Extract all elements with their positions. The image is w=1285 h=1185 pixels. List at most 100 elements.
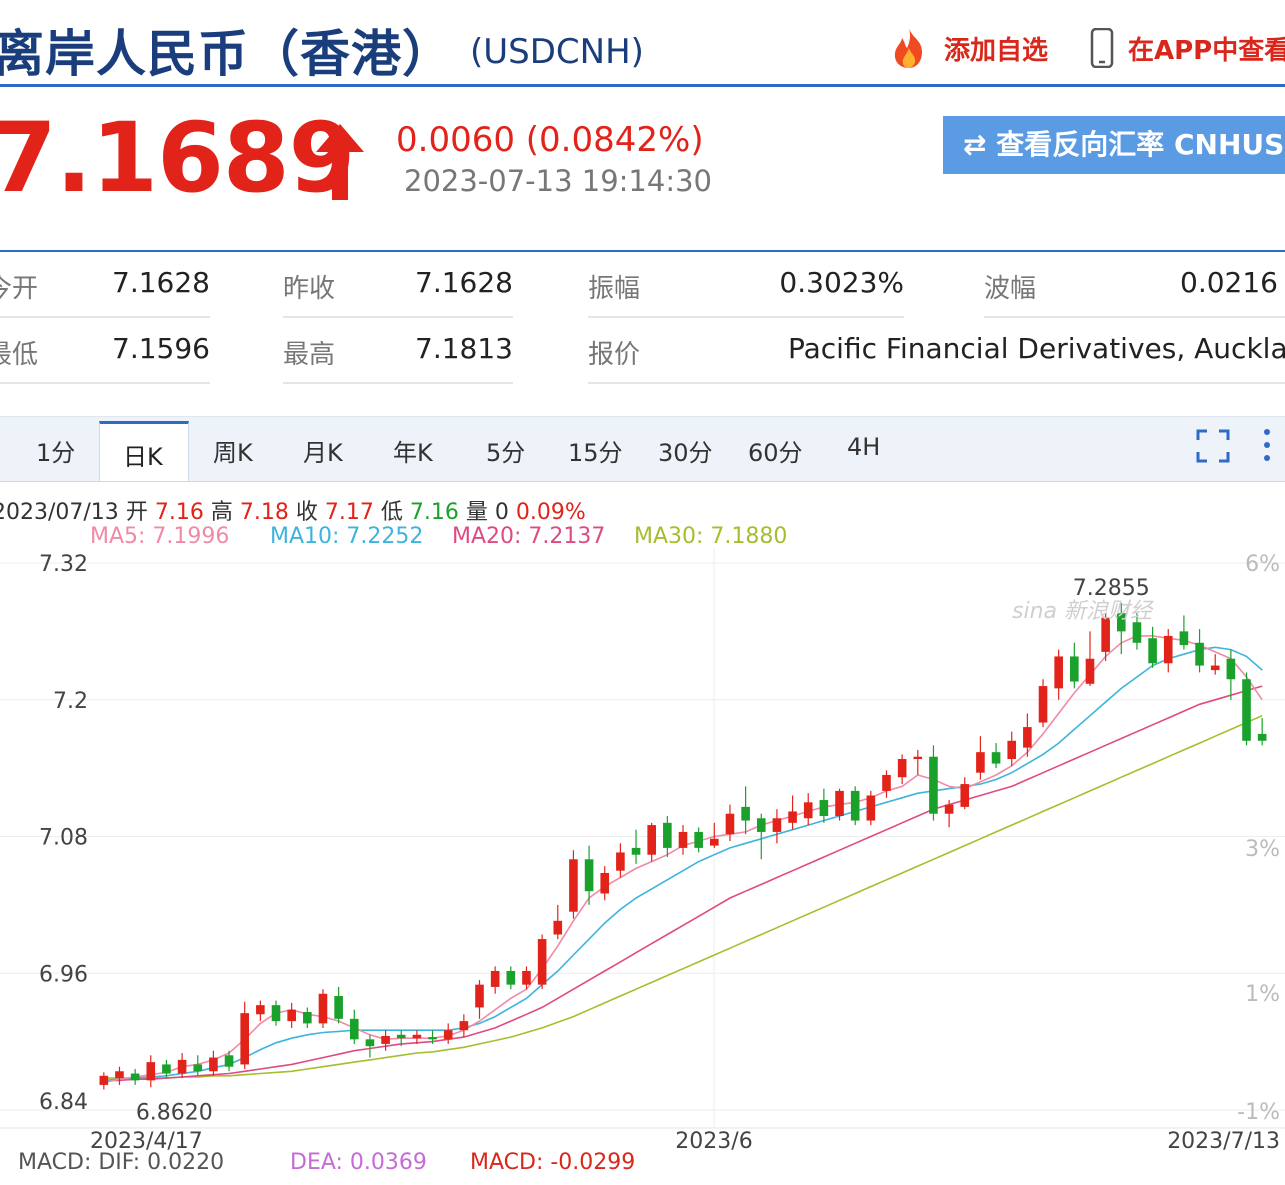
- arrow-up-icon: [316, 124, 364, 200]
- tab-30min[interactable]: 30分: [658, 439, 713, 467]
- candle-up: [553, 920, 563, 935]
- ohlc-high: 7.18: [239, 500, 289, 525]
- tab-5min[interactable]: 5分: [486, 439, 526, 467]
- candle-up: [1101, 617, 1110, 652]
- macd-dif: MACD: DIF: 0.0220: [18, 1150, 225, 1175]
- tab-15min[interactable]: 15分: [568, 439, 623, 467]
- candle-up: [1054, 656, 1063, 689]
- candle-up: [866, 795, 876, 821]
- ma30-line: [103, 714, 1263, 1079]
- candle-up: [256, 1005, 265, 1015]
- ma20-line: [103, 685, 1263, 1082]
- candle-up: [1023, 727, 1032, 748]
- price-divider: [0, 250, 1285, 252]
- x-tick-label: 2023/7/13: [1167, 1129, 1280, 1154]
- candle-down: [193, 1064, 203, 1072]
- candle-down: [1070, 656, 1079, 682]
- phone-icon: [1090, 28, 1114, 68]
- candle-up: [537, 939, 547, 985]
- candle-down: [1132, 622, 1142, 643]
- sina-watermark: sina 新浪财经: [1012, 599, 1154, 624]
- candle-down: [663, 822, 672, 848]
- y-tick-label: 6.84: [39, 1090, 88, 1115]
- tab-yearly[interactable]: 年K: [393, 439, 433, 467]
- y-axis-labels: 7.32 7.2 7.08 6.96 6.84 6% 3% 1% -1%: [39, 552, 1280, 1125]
- candle-up: [459, 1021, 469, 1031]
- macd-value: MACD: -0.0299: [470, 1150, 636, 1175]
- candle-down: [694, 831, 703, 848]
- candle-down: [396, 1034, 406, 1039]
- stat-divider: [588, 382, 1285, 384]
- wave-label: 波幅: [984, 274, 1037, 304]
- candle-up: [913, 756, 923, 760]
- y-right-tick-label: -1%: [1237, 1100, 1280, 1125]
- tab-daily-label: 日K: [123, 443, 163, 471]
- candle-up: [412, 1034, 422, 1039]
- reverse-rate-button[interactable]: ⇄ 查看反向汇率 CNHUSD: [943, 116, 1285, 174]
- open-value: 7.1628: [112, 266, 210, 299]
- ohlc-volume-label: 量: [465, 500, 488, 525]
- open-label: 今开: [0, 274, 39, 304]
- candlestick-chart[interactable]: 7.32 7.2 7.08 6.96 6.84 6% 3% 1% -1% 7.2855 6.862…: [0, 548, 1285, 1185]
- candle-up: [647, 825, 656, 855]
- candle-up: [381, 1035, 390, 1044]
- candle-down: [130, 1073, 140, 1081]
- candle-up: [1007, 740, 1017, 760]
- page-title: 离岸人民币（香港）: [0, 25, 453, 83]
- candle-up: [287, 1009, 296, 1022]
- candle-up: [616, 852, 625, 871]
- ohlc-close: 7.17: [324, 500, 374, 525]
- tab-1min[interactable]: 1分: [36, 439, 76, 467]
- fire-icon[interactable]: [888, 26, 930, 70]
- add-favorite-button[interactable]: 添加自选: [944, 36, 1049, 66]
- ohlc-low: 7.16: [409, 500, 459, 525]
- ohlc-high-label: 高: [210, 500, 233, 525]
- y-tick-label: 6.96: [39, 962, 88, 987]
- stat-divider: [0, 382, 210, 384]
- candle-down: [162, 1064, 171, 1074]
- candles: 7.2855 6.8620: [99, 576, 1267, 1125]
- candle-up: [146, 1062, 156, 1081]
- candle-down: [506, 970, 516, 985]
- stat-divider: [588, 316, 904, 318]
- y-tick-label: 7.32: [39, 552, 88, 577]
- candle-down: [631, 847, 641, 855]
- candle-up: [522, 970, 531, 985]
- x-tick-label: 2023/6: [675, 1129, 752, 1154]
- quote-source-label: 报价: [588, 340, 641, 370]
- tab-4h[interactable]: 4H: [847, 433, 881, 461]
- ma10-line: [103, 646, 1263, 1082]
- candle-down: [991, 752, 1001, 764]
- ohlc-change-pct: 0.09%: [515, 500, 586, 525]
- candle-up: [490, 970, 500, 987]
- stat-divider: [283, 382, 513, 384]
- candle-down: [1148, 638, 1157, 664]
- ma5-legend: MA5: 7.1996: [90, 524, 230, 549]
- tab-60min[interactable]: 60分: [748, 439, 803, 467]
- view-in-app-link[interactable]: 在APP中查看: [1128, 36, 1285, 66]
- candle-down: [756, 818, 766, 832]
- ma30-legend: MA30: 7.1880: [634, 524, 788, 549]
- stat-divider: [0, 316, 210, 318]
- amplitude-label: 振幅: [588, 274, 641, 304]
- fullscreen-icon[interactable]: [1196, 429, 1230, 463]
- candle-up: [1085, 658, 1095, 684]
- more-menu-icon[interactable]: [1262, 427, 1272, 463]
- candle-up: [788, 811, 797, 823]
- candle-up: [115, 1071, 124, 1079]
- ohlc-open: 7.16: [154, 500, 204, 525]
- header-divider: [0, 84, 1285, 87]
- candle-up: [678, 831, 688, 848]
- tab-daily[interactable]: 日K: [99, 421, 189, 481]
- candle-down: [224, 1055, 234, 1067]
- candle-up: [99, 1075, 109, 1085]
- y-right-tick-label: 3%: [1245, 837, 1280, 862]
- tab-weekly[interactable]: 周K: [213, 439, 253, 467]
- candle-down: [428, 1037, 437, 1040]
- y-right-tick-label: 6%: [1245, 552, 1280, 577]
- high-value: 7.1813: [415, 332, 513, 365]
- low-label: 最低: [0, 340, 39, 370]
- tab-monthly[interactable]: 月K: [303, 439, 343, 467]
- ma20-legend: MA20: 7.2137: [452, 524, 606, 549]
- candle-up: [209, 1057, 218, 1072]
